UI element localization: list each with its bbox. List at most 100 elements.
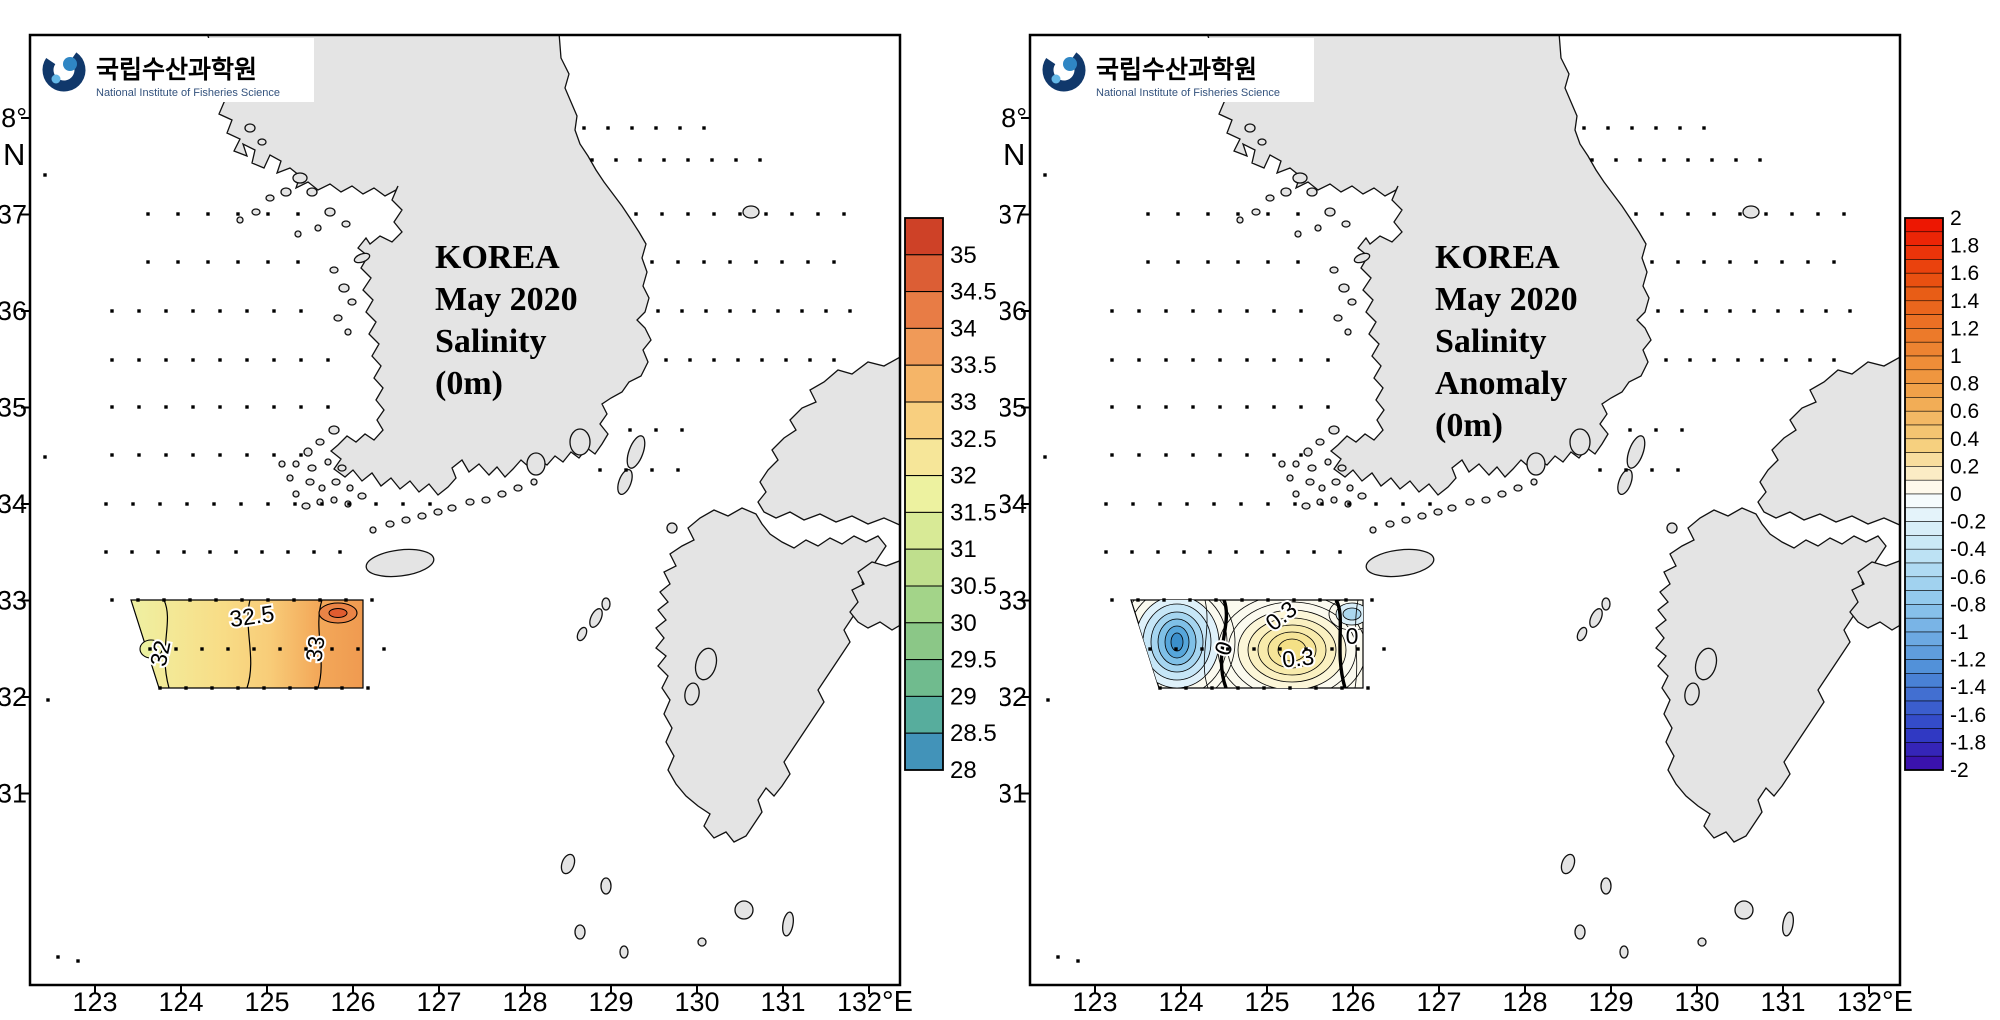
island	[1347, 298, 1357, 306]
colorbar-tick-label: 0.4	[1950, 428, 1980, 451]
island	[447, 504, 457, 512]
station-dot	[208, 550, 212, 554]
island	[694, 647, 718, 681]
contour-ring	[328, 608, 348, 618]
station-dot	[1104, 502, 1108, 506]
lat-tick-label: 34	[1000, 489, 1027, 519]
station-dot	[236, 260, 240, 264]
island	[1286, 474, 1294, 482]
colorbar-segment	[1904, 507, 1944, 522]
station-dot	[1299, 453, 1303, 457]
station-dot	[656, 309, 660, 313]
island	[292, 172, 308, 184]
station-dot	[1137, 309, 1141, 313]
station-dot	[760, 358, 764, 362]
colorbar-segment	[1904, 631, 1944, 647]
lon-tick-label: 123	[1072, 987, 1117, 1017]
colorbar-segment	[1904, 231, 1944, 246]
station-dot	[1654, 126, 1658, 130]
contour-field-outline	[130, 599, 364, 689]
station-dot	[1304, 647, 1308, 651]
island	[1292, 172, 1308, 184]
japan-shikoku	[849, 560, 900, 631]
station-dot	[1326, 405, 1330, 409]
station-dot	[1245, 453, 1249, 457]
lon-value: 132	[837, 987, 882, 1017]
station-dot	[312, 550, 316, 554]
lon-tick-label: 131	[1760, 987, 1805, 1017]
island	[1782, 911, 1794, 937]
station-dot	[1266, 598, 1270, 602]
landmasses	[1205, 35, 1900, 959]
colorbar-segment	[1904, 217, 1944, 233]
station-dot	[758, 158, 762, 162]
island	[1447, 504, 1457, 512]
island	[1344, 328, 1352, 336]
station-dot	[156, 550, 160, 554]
colorbar-tick-label: 28.5	[950, 720, 997, 747]
station-dot	[1686, 212, 1690, 216]
station-dot	[1614, 158, 1618, 162]
station-dot	[1842, 212, 1846, 216]
colorbar-segment	[1904, 383, 1944, 398]
station-dot	[1110, 309, 1114, 313]
station-dot	[299, 309, 303, 313]
colorbar-segment	[1904, 369, 1944, 384]
station-dot	[1734, 158, 1738, 162]
colorbar-tick-label: 32	[950, 463, 977, 490]
station-dot	[1208, 550, 1212, 554]
station-dot	[1185, 502, 1189, 506]
station-dot	[296, 260, 300, 264]
island	[1569, 428, 1591, 456]
station-dot	[158, 686, 162, 690]
landmasses	[205, 35, 900, 959]
station-dot	[780, 260, 784, 264]
lon-tick-label: 124	[158, 987, 203, 1017]
colorbar-tick-label: 1	[1950, 345, 1962, 368]
station-dot	[137, 453, 141, 457]
island	[782, 911, 794, 937]
station-dot	[752, 309, 756, 313]
colorbar: 2 1.8 1.6 1.4 1.2 1 0.8 0.6 0.4 0.2 0 -0.2 -0.4 -0.6 -…	[1904, 207, 1987, 782]
station-dot	[1212, 502, 1216, 506]
island	[401, 516, 411, 524]
station-dot	[293, 502, 297, 506]
station-dot	[1650, 260, 1654, 264]
station-dot	[1320, 502, 1324, 506]
station-dot	[226, 647, 230, 651]
island	[526, 452, 546, 476]
island	[465, 498, 475, 506]
lat-tick-label: 36	[0, 296, 27, 326]
station-dot	[686, 212, 690, 216]
station-dot	[1344, 598, 1348, 602]
colorbar-segment	[1904, 341, 1944, 357]
station-dot	[214, 598, 218, 602]
island	[1417, 512, 1427, 520]
station-dot	[176, 260, 180, 264]
station-dot	[210, 686, 214, 690]
station-dot	[314, 686, 318, 690]
island	[1601, 597, 1611, 611]
station-dot	[1790, 212, 1794, 216]
station-dot	[776, 309, 780, 313]
station-dot	[1292, 598, 1296, 602]
map-frame	[28, 33, 902, 987]
station-dot	[1293, 502, 1297, 506]
island	[600, 877, 612, 895]
colorbar-segment	[1904, 328, 1944, 343]
contour-ring	[1342, 607, 1362, 621]
station-dot	[428, 502, 432, 506]
station-dot	[110, 358, 114, 362]
lon-unit-label: °E	[882, 986, 913, 1018]
colorbar-segment	[1904, 259, 1944, 274]
colorbar-tick-label: 1.6	[1950, 262, 1979, 285]
station-dot	[1137, 358, 1141, 362]
island	[306, 187, 318, 197]
station-dot	[1296, 260, 1300, 264]
colorbar-segment	[1904, 604, 1944, 619]
station-dot	[650, 468, 654, 472]
colorbar-segment	[1904, 397, 1944, 412]
island	[244, 123, 256, 133]
station-dot	[130, 550, 134, 554]
island	[347, 298, 357, 306]
